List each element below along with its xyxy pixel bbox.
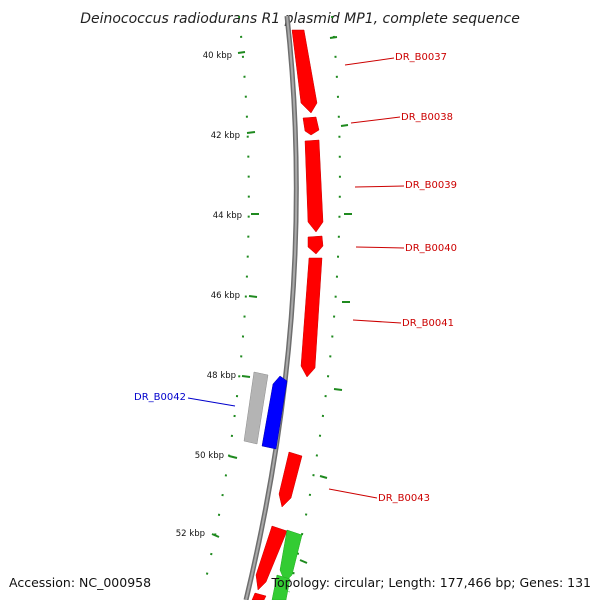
gene-arrow-lower-1[interactable] [255, 525, 288, 591]
backbone [243, 15, 299, 601]
leader-dr-b0041 [352, 319, 402, 324]
outer-tick-mark [299, 559, 308, 564]
gene-arrow-dr-b0040[interactable] [307, 235, 324, 255]
gene-arrow-dr-b0041[interactable] [300, 257, 323, 378]
gene-label-dr-b0039[interactable]: DR_B0039 [405, 180, 457, 191]
tick-label-44: 44 kbp [213, 211, 242, 221]
backbone-arc-shadow [243, 15, 299, 601]
gene-arrow-dr-b0043[interactable] [278, 451, 303, 508]
leader-dr-b0042 [187, 397, 236, 407]
tick-mark-40 [237, 51, 246, 54]
gene-label-dr-b0042[interactable]: DR_B0042 [134, 392, 186, 403]
scale-ticks: 40 kbp 42 kbp 44 kbp 46 kbp 48 kbp 50 kb… [176, 51, 259, 539]
inner-tick-dots [202, 15, 250, 593]
grey-features [243, 371, 269, 445]
gene-label-dr-b0041[interactable]: DR_B0041 [402, 318, 454, 329]
leader-dr-b0037 [344, 57, 395, 66]
tick-label-50: 50 kbp [195, 451, 224, 461]
gene-labels: DR_B0037 DR_B0038 DR_B0039 DR_B0040 DR_B… [134, 52, 457, 504]
gene-arrow-lower-2[interactable] [251, 592, 267, 601]
gene-arrow-dr-b0037[interactable] [291, 29, 318, 114]
map-title: Deinococcus radiodurans R1 plasmid MP1, … [80, 11, 520, 27]
gene-label-dr-b0043[interactable]: DR_B0043 [378, 493, 430, 504]
outer-tick-mark [340, 124, 349, 127]
gene-label-dr-b0037[interactable]: DR_B0037 [395, 52, 447, 63]
gene-arrow-dr-b0038[interactable] [302, 116, 320, 136]
inner-tick-track [202, 15, 250, 593]
gene-arrow-dr-b0039[interactable] [304, 139, 324, 233]
leader-dr-b0038 [350, 116, 401, 124]
backbone-arc [245, 15, 298, 601]
tick-mark-42 [246, 131, 256, 134]
tick-mark-46 [248, 295, 258, 298]
tick-label-52: 52 kbp [176, 529, 205, 539]
accession-text: Accession: NC_000958 [9, 575, 151, 590]
tick-label-46: 46 kbp [211, 291, 240, 301]
gene-arrow-dr-b0042[interactable] [261, 375, 288, 450]
tick-label-42: 42 kbp [211, 131, 240, 141]
leader-dr-b0039 [354, 185, 405, 188]
tick-mark-52 [211, 533, 220, 538]
outer-tick-mark [319, 475, 328, 479]
outer-tick-mark [329, 36, 338, 39]
leader-dr-b0040 [355, 246, 405, 249]
tick-label-40: 40 kbp [203, 51, 232, 61]
gene-label-dr-b0040[interactable]: DR_B0040 [405, 243, 457, 254]
topology-summary-text: Topology: circular; Length: 177,466 bp; … [271, 575, 592, 590]
tick-mark-50 [228, 455, 238, 459]
forward-genes [251, 29, 324, 601]
reverse-genes [261, 375, 288, 450]
leader-dr-b0043 [328, 488, 378, 499]
outer-major-ticks [299, 36, 352, 564]
tick-label-48: 48 kbp [207, 371, 236, 381]
outer-tick-mark [333, 388, 343, 391]
grey-feature-block[interactable] [243, 371, 269, 445]
green-features [271, 529, 303, 601]
gene-label-leaders [187, 57, 405, 499]
tick-mark-48 [241, 375, 251, 378]
gene-label-dr-b0038[interactable]: DR_B0038 [401, 112, 453, 123]
